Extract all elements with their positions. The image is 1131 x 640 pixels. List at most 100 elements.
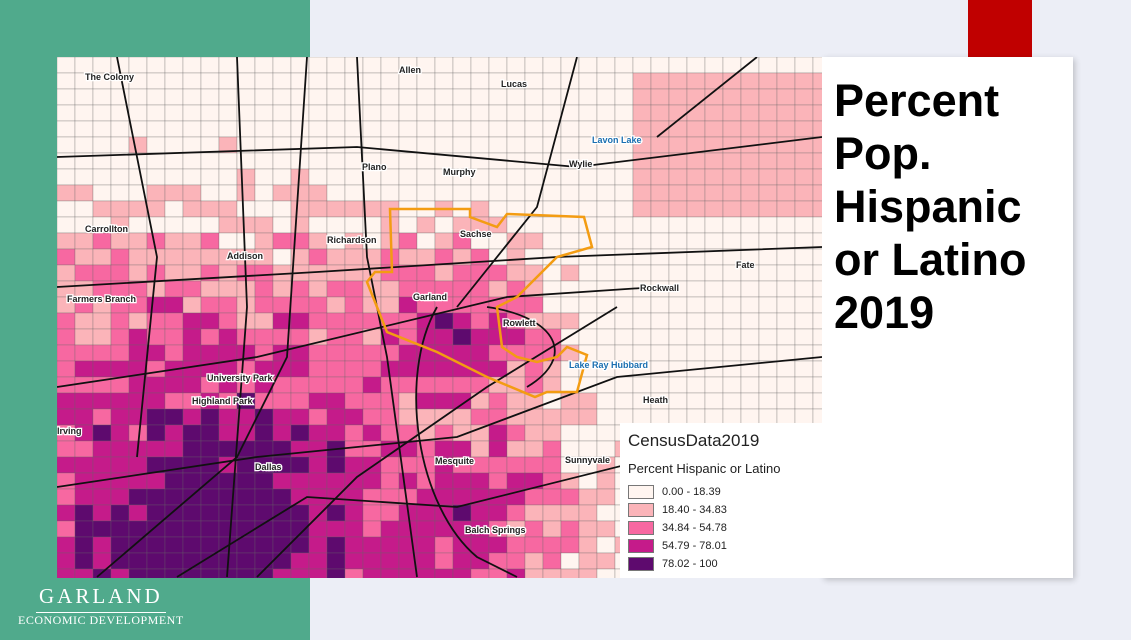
tract — [380, 552, 400, 570]
tract — [200, 312, 220, 330]
tract — [326, 552, 346, 570]
tract — [218, 424, 238, 442]
tract — [57, 200, 76, 218]
tract — [182, 296, 202, 314]
tract — [632, 104, 652, 122]
tract — [596, 504, 616, 522]
tract — [290, 376, 310, 394]
tract — [92, 232, 112, 250]
tract — [308, 296, 328, 314]
tract — [578, 72, 598, 90]
tract — [236, 168, 256, 186]
tract — [470, 312, 490, 330]
tract — [57, 360, 76, 378]
tract — [560, 88, 580, 106]
tract — [272, 248, 292, 266]
place-label: Rockwall — [640, 283, 679, 293]
tract — [74, 136, 94, 154]
tract — [236, 488, 256, 506]
tract — [812, 184, 822, 202]
tract — [164, 168, 184, 186]
tract — [200, 328, 220, 346]
tract — [308, 456, 328, 474]
tract — [452, 280, 472, 298]
tract — [218, 488, 238, 506]
tract — [146, 504, 166, 522]
tract — [812, 216, 822, 234]
legend-label: 34.84 - 54.78 — [662, 522, 727, 534]
tract — [596, 264, 616, 282]
tract — [452, 88, 472, 106]
tract — [794, 168, 814, 186]
tract — [416, 120, 436, 138]
tract — [110, 232, 130, 250]
tract — [542, 520, 562, 538]
tract — [722, 376, 742, 394]
tract — [632, 248, 652, 266]
tract — [650, 104, 670, 122]
tract — [452, 488, 472, 506]
tract — [164, 520, 184, 538]
tract — [380, 568, 400, 578]
tract — [542, 104, 562, 122]
tract — [506, 552, 526, 570]
tract — [506, 88, 526, 106]
tract — [200, 104, 220, 122]
place-label: Balch Springs — [465, 525, 526, 535]
tract — [272, 184, 292, 202]
tract — [686, 136, 706, 154]
tract — [200, 568, 220, 578]
tract — [326, 152, 346, 170]
logo-tagline: ECONOMIC DEVELOPMENT — [18, 613, 184, 627]
tract — [398, 472, 418, 490]
tract — [776, 120, 796, 138]
tract — [398, 392, 418, 410]
tract — [704, 57, 724, 74]
tract — [290, 456, 310, 474]
tract — [200, 408, 220, 426]
tract — [272, 57, 292, 74]
tract — [110, 520, 130, 538]
tract — [452, 344, 472, 362]
logo-name: GARLAND — [36, 584, 166, 613]
tract — [704, 264, 724, 282]
tract — [488, 280, 508, 298]
tract — [182, 136, 202, 154]
tract — [488, 392, 508, 410]
tract — [308, 168, 328, 186]
tract — [542, 456, 562, 474]
tract — [560, 184, 580, 202]
tract — [236, 152, 256, 170]
tract — [236, 552, 256, 570]
place-label: Lake Ray Hubbard — [569, 360, 648, 370]
tract — [398, 424, 418, 442]
tract — [668, 72, 688, 90]
tract — [326, 184, 346, 202]
tract — [272, 520, 292, 538]
tract — [146, 440, 166, 458]
tract — [704, 312, 724, 330]
tract — [146, 168, 166, 186]
tract — [722, 136, 742, 154]
legend-swatch — [628, 485, 654, 499]
tract — [57, 168, 76, 186]
tract — [668, 104, 688, 122]
tract — [668, 264, 688, 282]
tract — [254, 120, 274, 138]
tract — [686, 88, 706, 106]
tract — [668, 216, 688, 234]
tract — [128, 57, 148, 74]
tract — [290, 504, 310, 522]
tract — [470, 200, 490, 218]
legend-item: 18.40 - 34.83 — [628, 503, 727, 517]
tract — [614, 344, 634, 362]
place-label: Lavon Lake — [592, 135, 642, 145]
tract — [650, 248, 670, 266]
tract — [344, 88, 364, 106]
tract — [398, 248, 418, 266]
tract — [596, 216, 616, 234]
tract — [128, 200, 148, 218]
tract — [578, 536, 598, 554]
tract — [452, 72, 472, 90]
tract — [74, 472, 94, 490]
